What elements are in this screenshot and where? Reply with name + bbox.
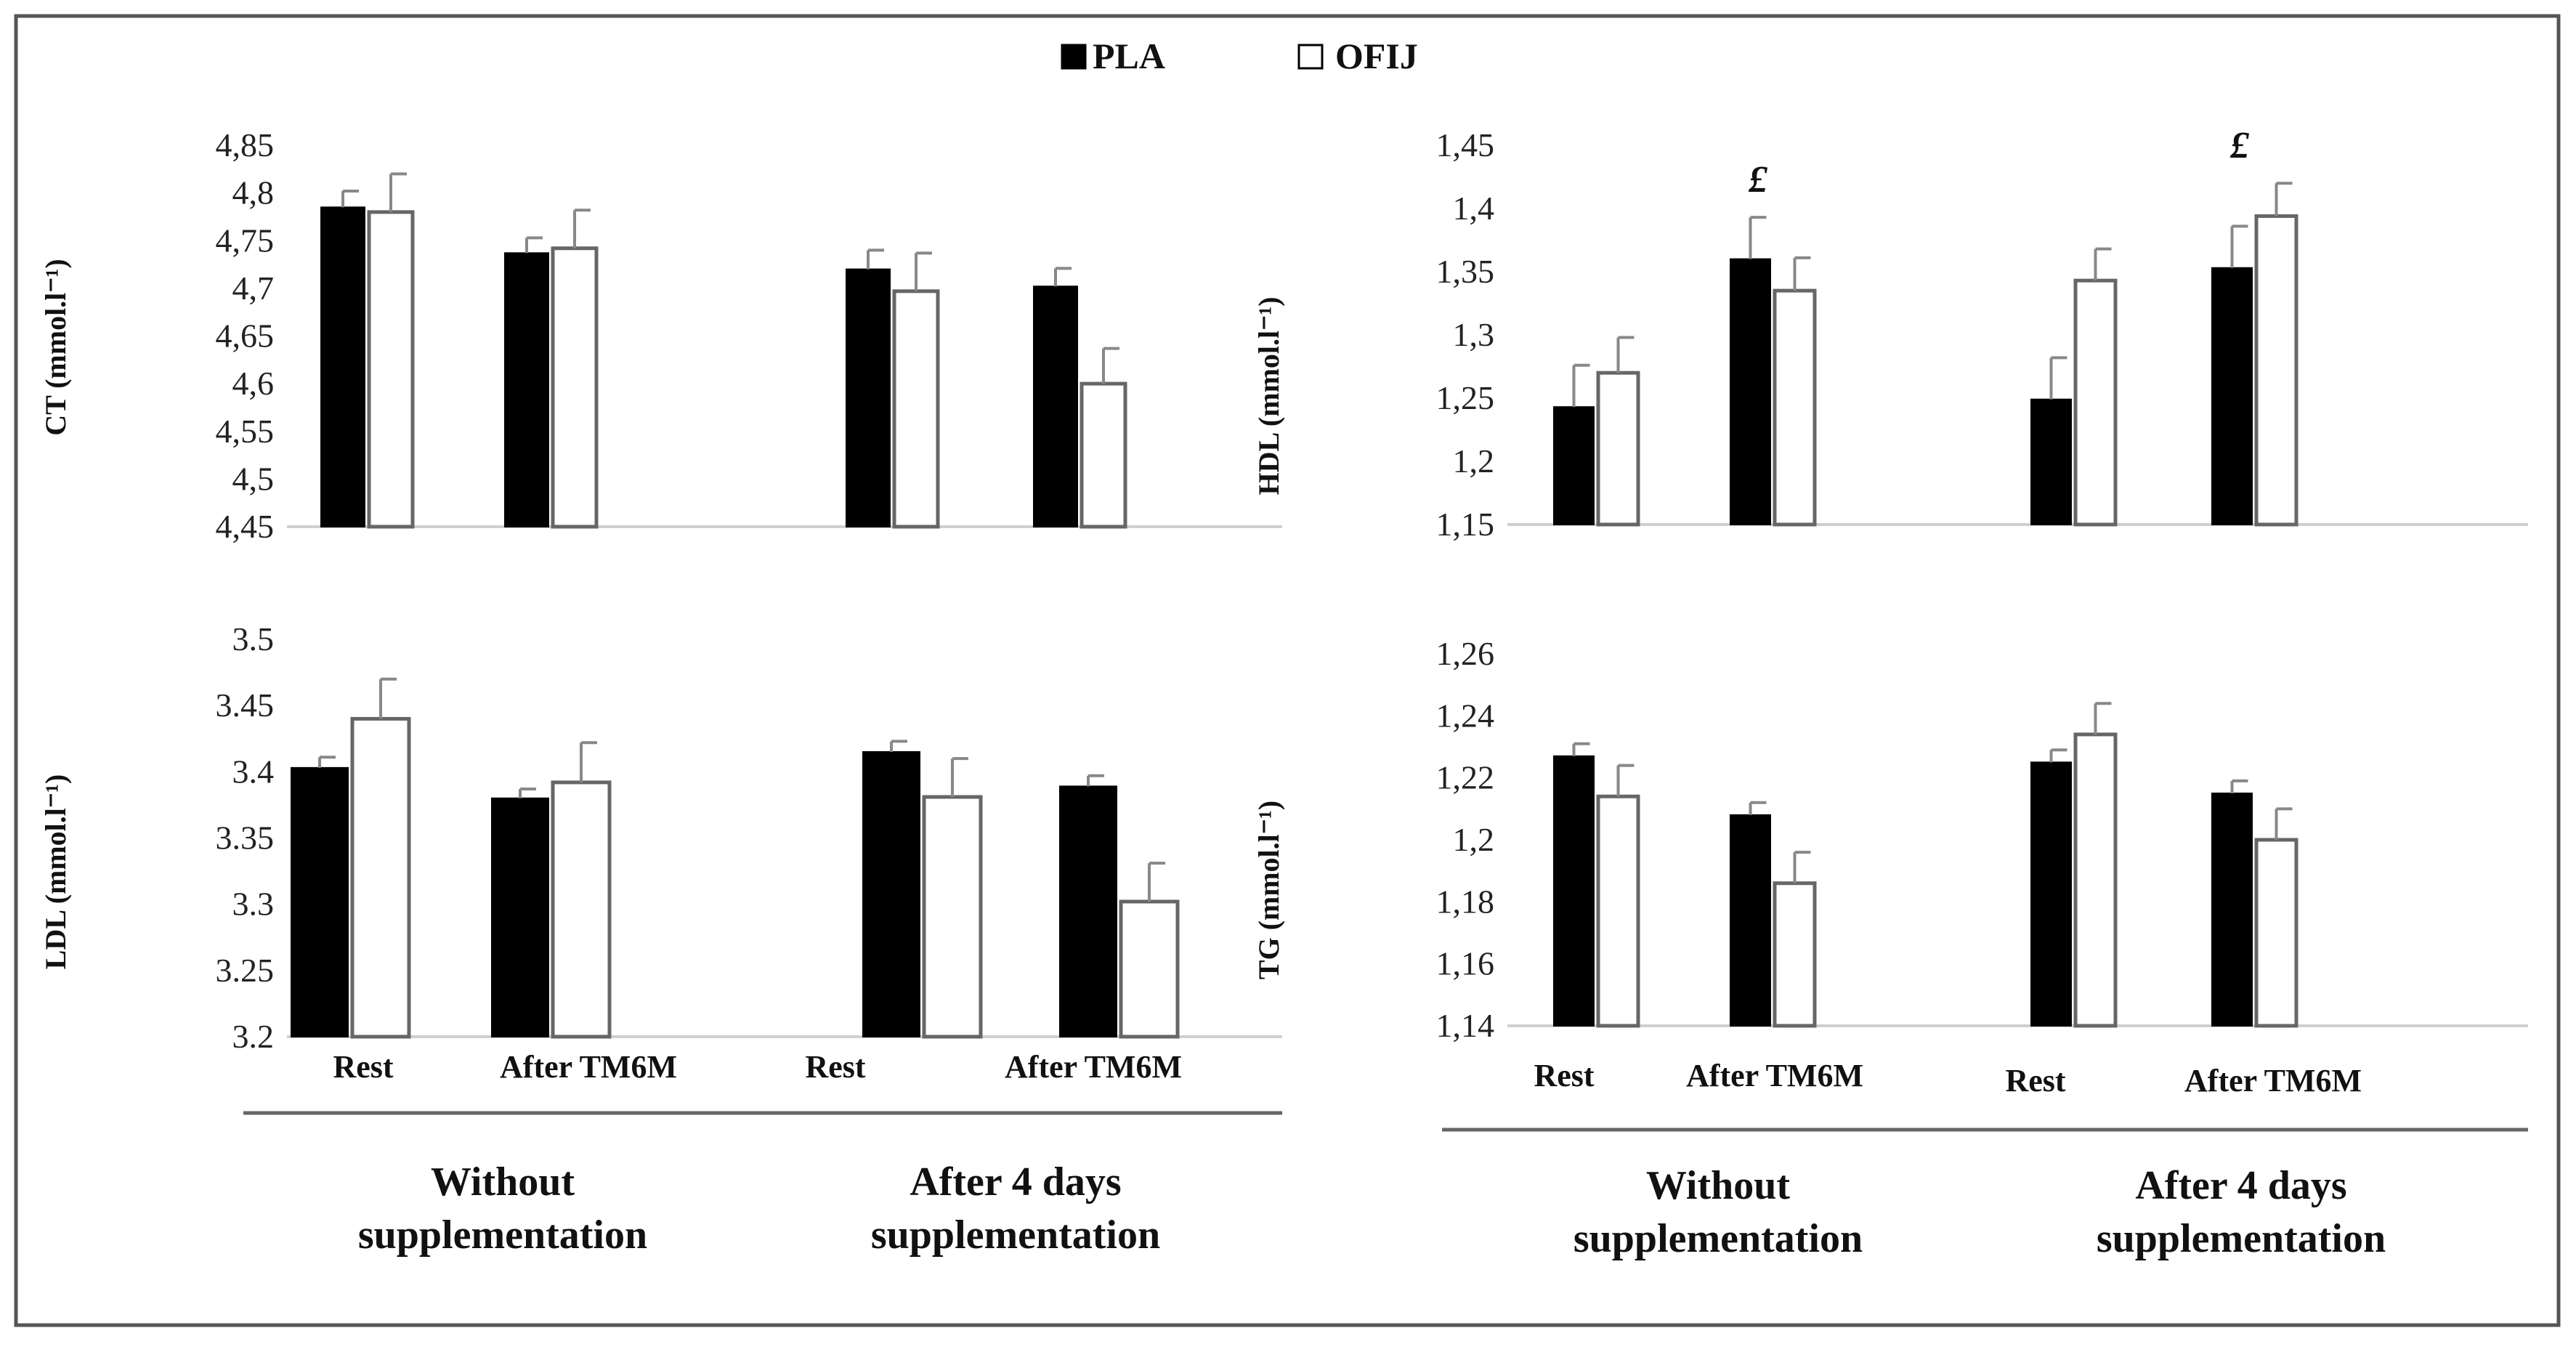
x-category-label: Rest — [1534, 1058, 1594, 1093]
bar-pla — [2211, 267, 2253, 525]
bar-ofij — [1080, 381, 1127, 529]
bar-ofij — [367, 210, 415, 529]
bar-ofij — [1596, 371, 1640, 527]
y-tick-label: 1,26 — [1436, 635, 1495, 672]
y-axis-label: CT (mmol.l⁻¹) — [39, 259, 72, 435]
y-tick-label: 1,14 — [1436, 1007, 1495, 1044]
significance-marker: £ — [2229, 125, 2250, 166]
y-tick-label: 4,75 — [216, 222, 275, 259]
bar-ofij — [2254, 214, 2298, 527]
legend-swatch-ofij — [1297, 44, 1324, 70]
y-tick-label: 4,6 — [232, 365, 275, 402]
bar-pla — [1730, 258, 1771, 525]
bar-pla — [1730, 814, 1771, 1027]
y-tick-label: 1,3 — [1453, 316, 1495, 353]
x-category-label: After TM6M — [1005, 1049, 1182, 1085]
bar-pla — [862, 750, 920, 1037]
y-tick-label: 1,18 — [1436, 883, 1495, 920]
y-tick-label: 1,24 — [1436, 697, 1495, 734]
y-tick-label: 3.2 — [232, 1018, 275, 1055]
group-label-right-after: After 4 days supplementation — [2097, 1163, 2386, 1261]
figure-frame — [14, 14, 2561, 1327]
y-tick-label: 4,55 — [216, 413, 275, 450]
bar-ofij — [1773, 288, 1817, 527]
bar-ofij — [2073, 732, 2118, 1028]
y-tick-label: 3.35 — [216, 819, 275, 857]
tg-chart: TG (mmol.l⁻¹) 1,14 1,16 1,18 1,2 1,22 1,24 1,26… — [1252, 635, 2528, 1098]
legend-swatch-pla — [1061, 44, 1087, 70]
bar-pla — [491, 797, 549, 1038]
legend-label-ofij: OFIJ — [1335, 36, 1418, 76]
bar-pla — [846, 268, 891, 527]
x-category-label: After TM6M — [2184, 1063, 2362, 1098]
y-tick-label: 4,45 — [216, 508, 275, 545]
bar-ofij — [2254, 838, 2298, 1028]
bar-pla — [291, 766, 349, 1037]
significance-marker: £ — [1748, 159, 1768, 201]
bar-ofij — [892, 289, 940, 529]
y-tick-label: 1,2 — [1453, 821, 1495, 858]
legend-label-pla: PLA — [1093, 36, 1165, 76]
y-tick-label: 1,45 — [1436, 126, 1495, 163]
group-label-right-without: Without supplementation — [1573, 1163, 1863, 1261]
bar-pla — [2030, 761, 2072, 1027]
y-tick-label: 3.5 — [232, 620, 275, 657]
y-axis-label: TG (mmol.l⁻¹) — [1252, 801, 1285, 979]
bar-pla — [1059, 785, 1117, 1037]
y-tick-label: 1,2 — [1453, 442, 1495, 479]
y-tick-label: 1,35 — [1436, 253, 1495, 290]
y-tick-label: 4,8 — [232, 174, 275, 211]
bar-ofij — [551, 246, 599, 529]
ldl-chart: LDL (mmol.l⁻¹) 3.2 3.25 3.3 3.35 3.4 3.45 3.5 Re… — [39, 620, 1282, 1085]
bar-pla — [1033, 286, 1078, 527]
group-label-line2: supplementation — [2097, 1216, 2386, 1261]
y-tick-label: 3.45 — [216, 687, 275, 724]
group-label-line1: After 4 days — [910, 1159, 1121, 1205]
group-label-left-without: Without supplementation — [358, 1159, 647, 1258]
group-label-line2: supplementation — [871, 1213, 1160, 1258]
bar-pla — [1553, 406, 1595, 525]
group-label-line2: supplementation — [358, 1213, 647, 1258]
x-category-label: Rest — [2005, 1063, 2065, 1098]
y-tick-label: 3.25 — [216, 952, 275, 989]
y-tick-label: 4,65 — [216, 317, 275, 355]
y-axis-label: LDL (mmol.l⁻¹) — [39, 774, 72, 970]
group-label-line1: Without — [1646, 1163, 1790, 1208]
y-tick-label: 1,22 — [1436, 759, 1495, 796]
bar-ofij — [350, 716, 411, 1039]
y-axis-label: HDL (mmol.l⁻¹) — [1252, 296, 1285, 495]
bar-ofij — [1596, 794, 1640, 1028]
y-tick-label: 1,25 — [1436, 379, 1495, 416]
x-category-label: After TM6M — [1686, 1058, 1863, 1093]
bar-ofij — [1773, 881, 1817, 1028]
bar-pla — [320, 206, 365, 527]
bar-ofij — [2073, 278, 2118, 527]
ct-chart: CT (mmol.l⁻¹) 4,45 4,5 4,55 4,6 4,65 4,7 4,75 4,… — [39, 126, 1282, 545]
y-tick-label: 1,16 — [1436, 945, 1495, 982]
y-tick-label: 4,5 — [232, 460, 275, 497]
y-tick-label: 4,85 — [216, 126, 275, 163]
hdl-chart: HDL (mmol.l⁻¹) 1,15 1,2 1,25 1,3 1,35 1,4 1,45 £… — [1252, 125, 2528, 543]
x-category-label: After TM6M — [500, 1049, 677, 1085]
bar-pla — [504, 252, 549, 527]
legend: PLA OFIJ — [1061, 36, 1418, 76]
bar-pla — [2211, 793, 2253, 1027]
bar-ofij — [922, 795, 983, 1039]
bar-pla — [2030, 398, 2072, 525]
y-tick-label: 1,15 — [1436, 506, 1495, 543]
x-category-label: Rest — [333, 1049, 393, 1085]
y-tick-label: 3.3 — [232, 886, 275, 923]
bar-pla — [1553, 755, 1595, 1027]
group-label-left-after: After 4 days supplementation — [871, 1159, 1160, 1258]
group-label-line2: supplementation — [1573, 1216, 1863, 1261]
y-tick-label: 3.4 — [232, 753, 275, 790]
group-label-line1: After 4 days — [2135, 1163, 2346, 1208]
bar-ofij — [1119, 899, 1180, 1039]
x-category-label: Rest — [805, 1049, 865, 1085]
bar-ofij — [551, 780, 612, 1039]
group-label-line1: Without — [431, 1159, 575, 1205]
y-tick-label: 1,4 — [1453, 190, 1495, 227]
y-tick-label: 4,7 — [232, 270, 275, 307]
